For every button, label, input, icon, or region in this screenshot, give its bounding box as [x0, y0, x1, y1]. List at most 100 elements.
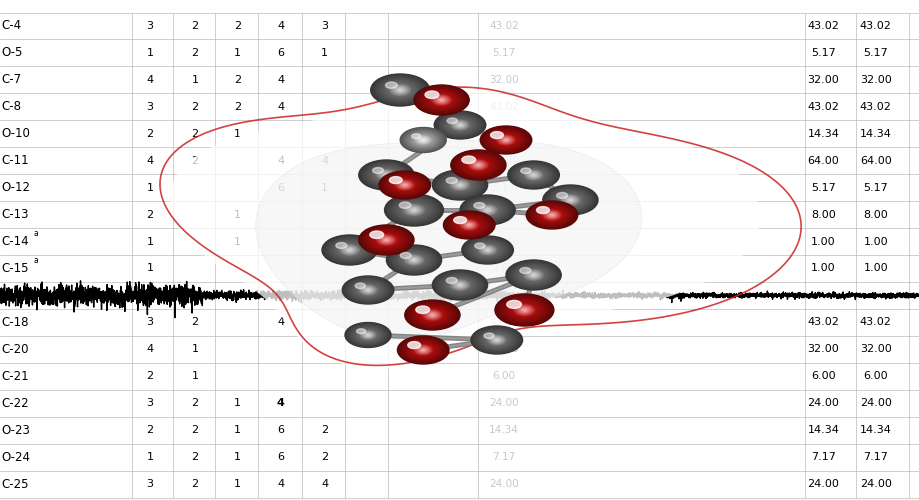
Circle shape — [536, 206, 567, 224]
Circle shape — [407, 342, 420, 348]
Circle shape — [380, 80, 419, 100]
Circle shape — [419, 308, 445, 322]
Circle shape — [366, 229, 406, 251]
Circle shape — [437, 98, 445, 102]
Text: 3: 3 — [146, 318, 153, 328]
Text: 2: 2 — [191, 102, 199, 112]
Text: 1: 1 — [233, 210, 241, 220]
Circle shape — [510, 162, 556, 188]
Circle shape — [480, 126, 531, 154]
Text: 1: 1 — [191, 371, 199, 382]
Circle shape — [430, 314, 434, 316]
Circle shape — [400, 338, 446, 362]
Circle shape — [357, 329, 380, 341]
Circle shape — [464, 197, 511, 223]
Circle shape — [531, 204, 572, 226]
Circle shape — [358, 285, 377, 295]
Circle shape — [408, 257, 419, 263]
Circle shape — [483, 248, 491, 252]
Circle shape — [447, 213, 491, 237]
Circle shape — [365, 288, 370, 292]
Text: 1: 1 — [233, 479, 241, 489]
Circle shape — [426, 312, 437, 318]
Text: 32.00: 32.00 — [489, 344, 518, 354]
Circle shape — [376, 235, 396, 245]
Circle shape — [514, 264, 552, 285]
Circle shape — [346, 248, 352, 252]
Circle shape — [450, 215, 487, 235]
Circle shape — [419, 88, 463, 112]
Circle shape — [414, 135, 432, 145]
Circle shape — [364, 333, 371, 337]
Circle shape — [387, 83, 413, 97]
Circle shape — [398, 336, 448, 363]
Text: O-5: O-5 — [2, 46, 23, 60]
Text: C-13: C-13 — [2, 208, 29, 221]
Text: 1: 1 — [233, 398, 241, 408]
Circle shape — [467, 159, 489, 171]
Circle shape — [381, 172, 427, 198]
Circle shape — [489, 131, 522, 149]
Text: 64.00: 64.00 — [807, 156, 838, 166]
Circle shape — [387, 196, 440, 224]
Text: 6.00: 6.00 — [863, 371, 887, 382]
Circle shape — [348, 324, 387, 345]
Text: 1: 1 — [191, 344, 199, 354]
Circle shape — [527, 172, 539, 178]
Text: 14.34: 14.34 — [489, 425, 518, 435]
Circle shape — [382, 173, 426, 197]
Circle shape — [408, 132, 437, 148]
Circle shape — [486, 130, 525, 150]
Circle shape — [384, 174, 425, 196]
Text: C-7: C-7 — [2, 74, 22, 86]
Circle shape — [367, 164, 405, 186]
Circle shape — [456, 182, 464, 187]
Text: C-15: C-15 — [2, 262, 29, 275]
Circle shape — [413, 134, 433, 145]
Circle shape — [415, 306, 448, 324]
Text: 4: 4 — [277, 398, 284, 408]
Circle shape — [458, 154, 499, 176]
Text: 24.00: 24.00 — [489, 398, 518, 408]
Circle shape — [407, 342, 438, 358]
Circle shape — [483, 333, 494, 338]
Circle shape — [467, 198, 508, 221]
Text: 1: 1 — [146, 236, 153, 246]
Circle shape — [394, 250, 433, 270]
Circle shape — [410, 133, 436, 147]
Circle shape — [397, 251, 430, 269]
Circle shape — [361, 226, 411, 254]
Circle shape — [369, 231, 403, 249]
Circle shape — [439, 174, 481, 196]
Circle shape — [357, 330, 378, 340]
Circle shape — [475, 203, 500, 217]
Text: 32.00: 32.00 — [807, 344, 838, 354]
Circle shape — [405, 130, 440, 150]
Circle shape — [462, 196, 512, 224]
Text: 4: 4 — [146, 156, 153, 166]
Circle shape — [424, 310, 440, 320]
Circle shape — [440, 114, 479, 136]
Circle shape — [380, 172, 429, 198]
Circle shape — [446, 278, 473, 292]
Circle shape — [347, 324, 389, 346]
Circle shape — [393, 199, 434, 221]
Text: 4: 4 — [146, 344, 153, 354]
Text: 2: 2 — [191, 21, 199, 31]
Circle shape — [351, 281, 384, 299]
Circle shape — [457, 284, 462, 286]
Circle shape — [516, 306, 531, 314]
Text: 8.00: 8.00 — [811, 210, 834, 220]
Circle shape — [379, 171, 430, 199]
Circle shape — [359, 330, 376, 340]
Text: 1.00: 1.00 — [863, 236, 887, 246]
Circle shape — [338, 244, 360, 256]
Circle shape — [391, 248, 436, 272]
Circle shape — [430, 94, 452, 106]
Circle shape — [400, 128, 446, 152]
Circle shape — [440, 274, 479, 295]
Circle shape — [463, 157, 494, 174]
Circle shape — [468, 224, 470, 226]
Circle shape — [513, 164, 553, 186]
Circle shape — [477, 164, 480, 166]
